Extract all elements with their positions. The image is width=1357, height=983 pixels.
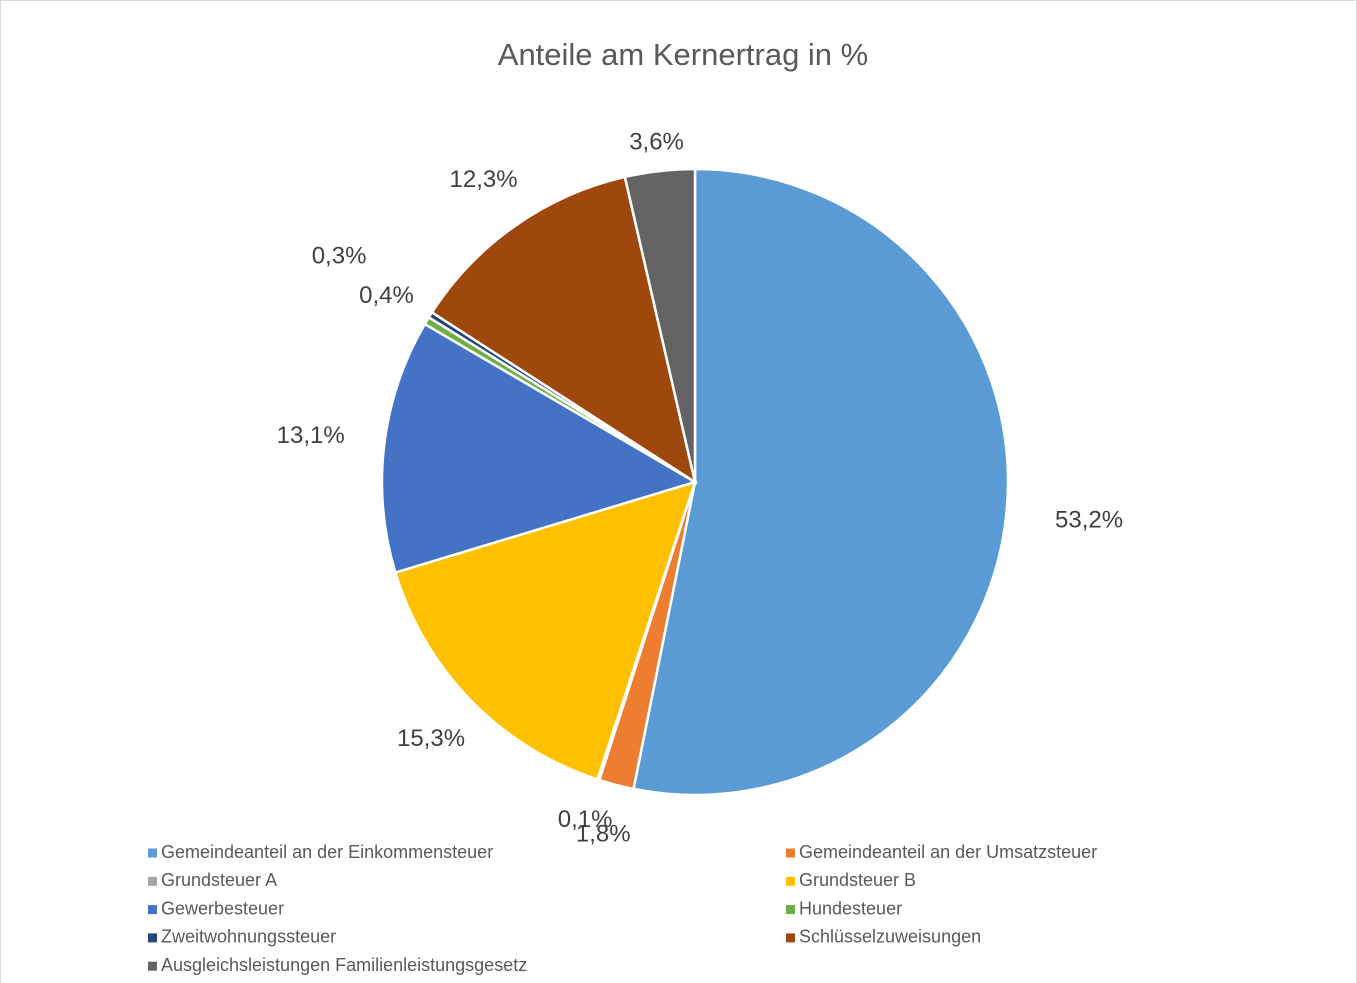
legend-label: Gewerbesteuer [161, 898, 284, 918]
legend-label: Gemeindeanteil an der Einkommensteuer [161, 842, 493, 862]
data-label: 3,6% [629, 129, 684, 156]
data-label: 0,3% [312, 243, 367, 270]
pie-slice [623, 167, 697, 483]
data-label: 0,1% [558, 806, 613, 833]
pie-slice [393, 480, 697, 781]
data-label: 13,1% [277, 422, 345, 449]
data-label: 0,4% [359, 282, 414, 309]
legend-swatch [786, 905, 795, 915]
legend-swatch [786, 848, 795, 858]
legend-swatch [148, 933, 157, 943]
legend-swatch [786, 876, 795, 886]
data-label: 15,3% [397, 725, 465, 752]
legend-label: Schlüsselzuweisungen [799, 927, 981, 947]
pie-slice [430, 175, 697, 485]
chart-title: Anteile am Kernertrag in % [498, 37, 868, 72]
legend-swatch [148, 905, 157, 915]
data-label: 53,2% [1055, 506, 1123, 533]
legend-label: Gemeindeanteil an der Umsatzsteuer [799, 842, 1097, 862]
legend-swatch [148, 848, 157, 858]
pie-slice [632, 167, 1010, 797]
legend-label: Ausgleichsleistungen Familienleistungsge… [161, 955, 527, 975]
legend-label: Hundesteuer [799, 898, 902, 918]
legend-swatch [786, 933, 795, 943]
legend-swatch [148, 961, 157, 971]
legend-label: Grundsteuer B [799, 870, 916, 890]
data-label: 1,8% [576, 821, 631, 848]
legend-label: Zweitwohnungssteuer [161, 927, 336, 947]
legend-label: Grundsteuer A [161, 870, 277, 890]
legend-swatch [148, 876, 157, 886]
data-label: 12,3% [450, 166, 518, 193]
pie-slice [380, 322, 699, 575]
